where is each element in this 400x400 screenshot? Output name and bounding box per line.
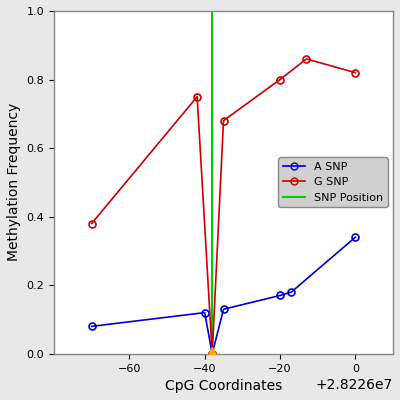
Y-axis label: Methylation Frequency: Methylation Frequency (7, 103, 21, 262)
Legend: A SNP, G SNP, SNP Position: A SNP, G SNP, SNP Position (278, 157, 388, 207)
X-axis label: CpG Coordinates: CpG Coordinates (165, 379, 282, 393)
